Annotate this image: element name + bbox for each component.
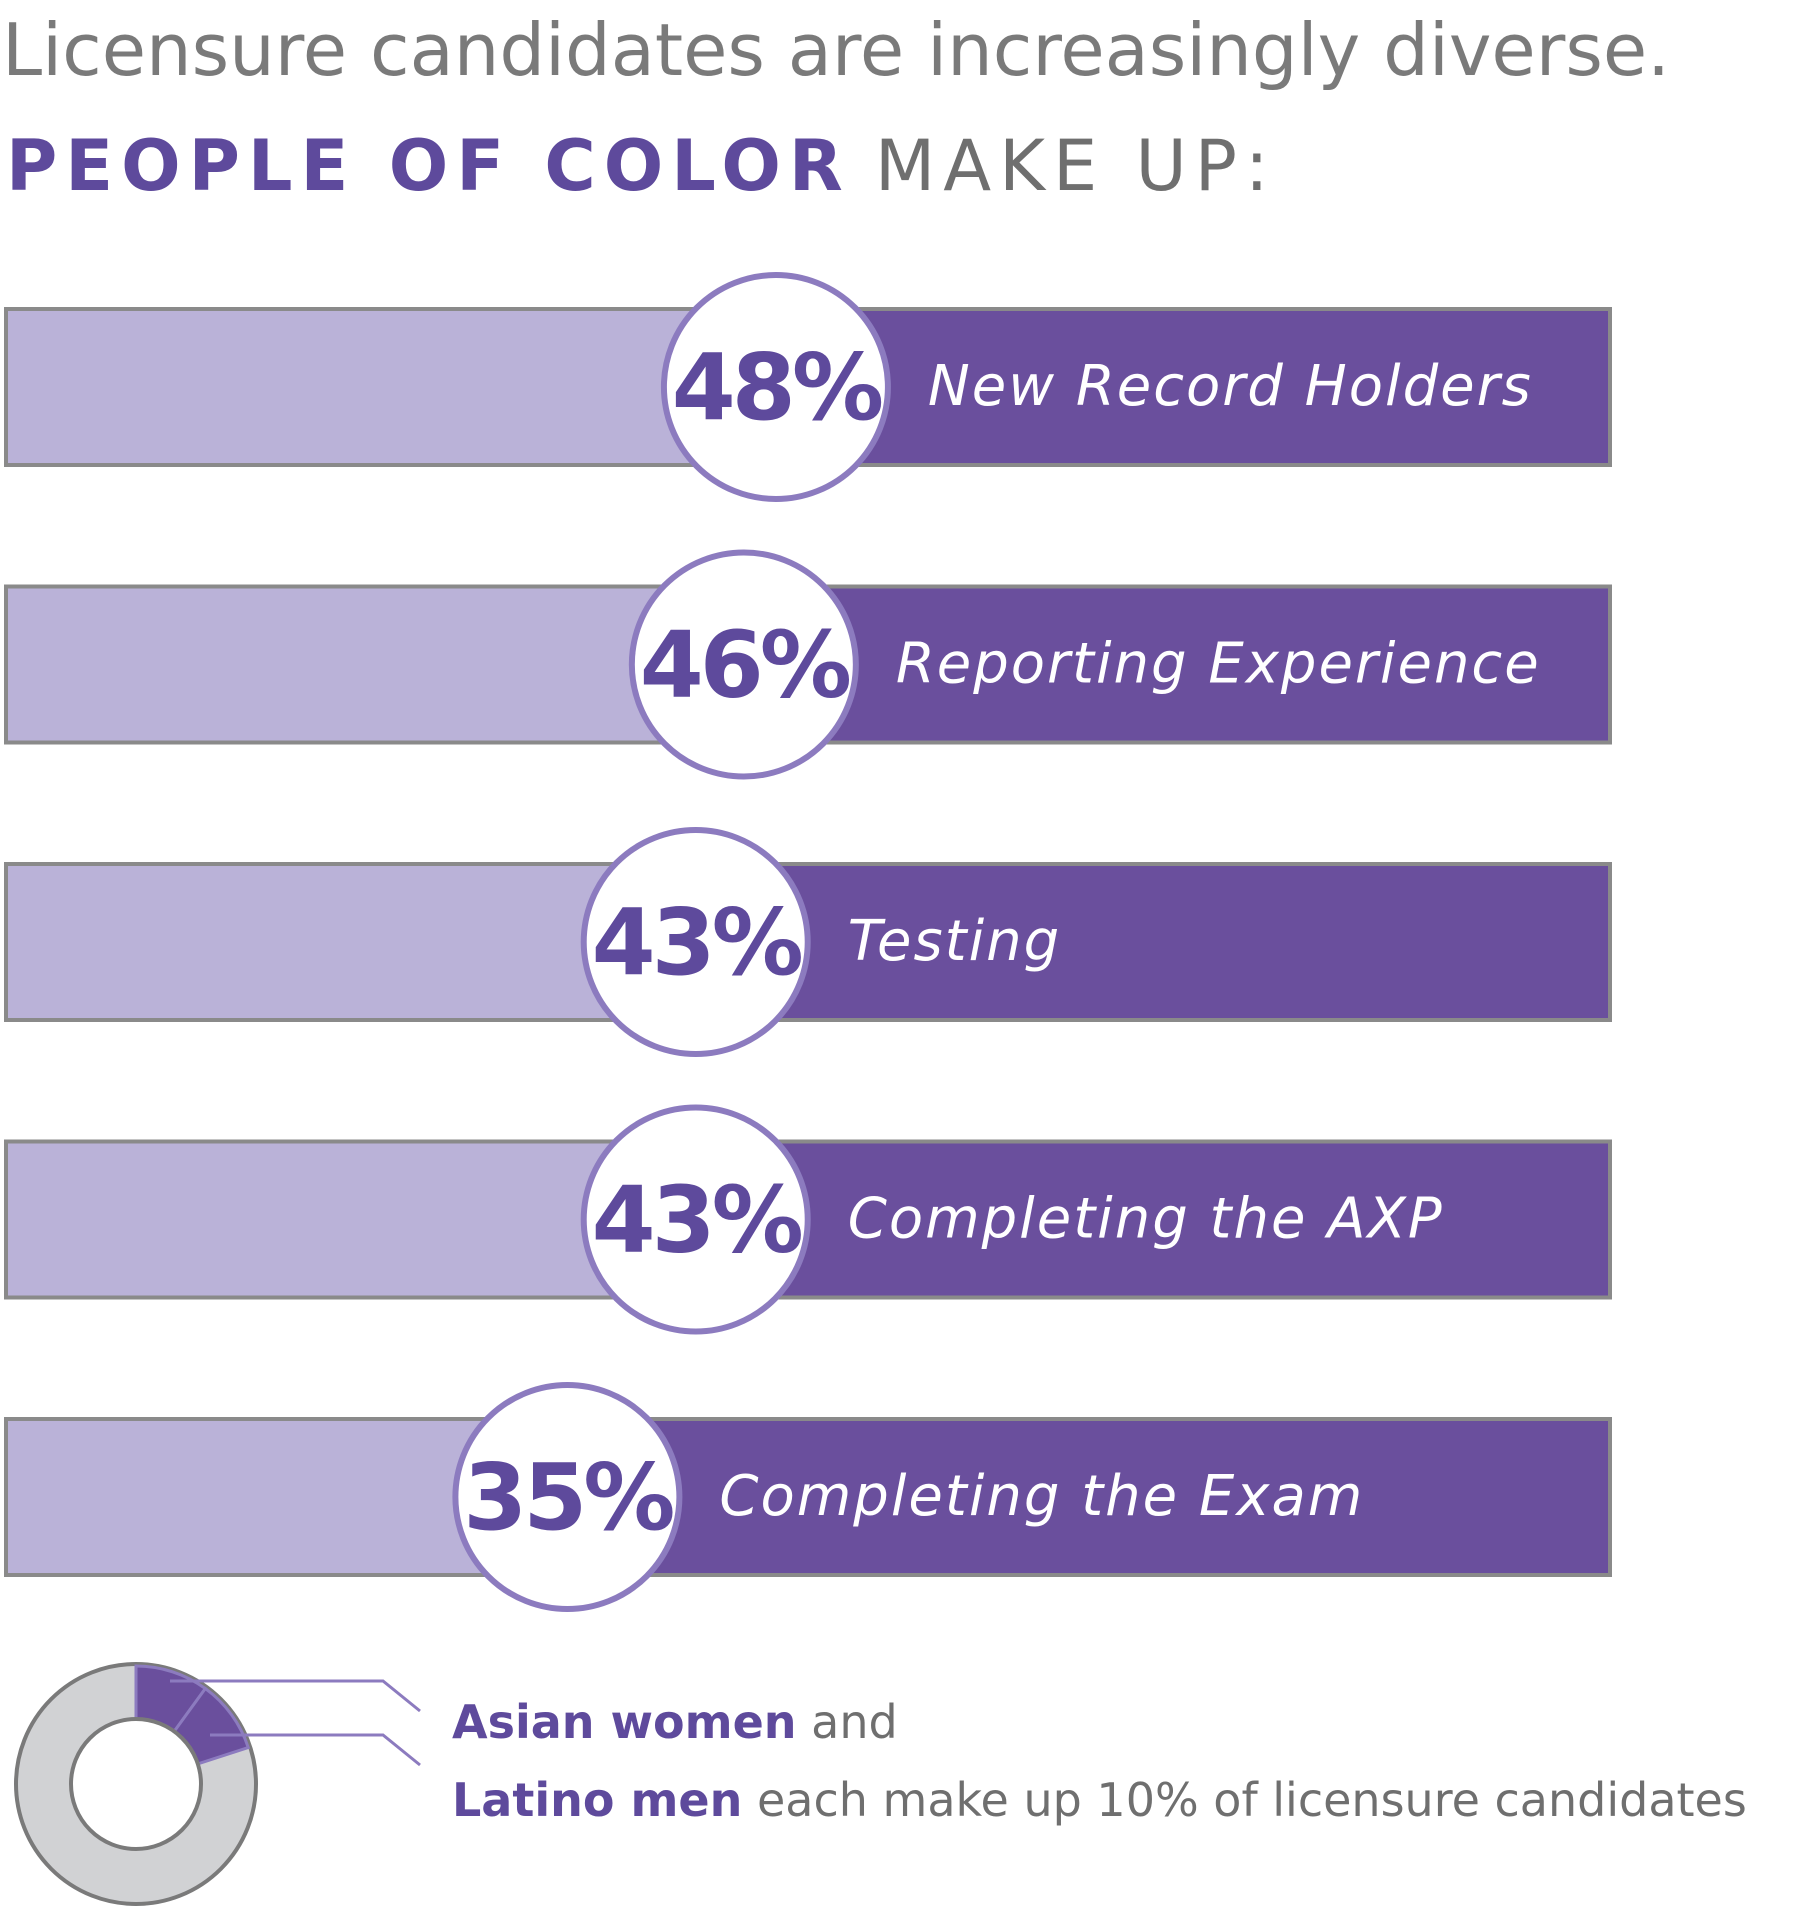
donut — [14, 1662, 258, 1906]
value-circle — [580, 827, 811, 1057]
leader-line — [210, 1733, 421, 1767]
subtitle-rest: MAKE UP: — [875, 125, 1277, 207]
bar-group: 48% New Record Holders 46% Reporting Experi… — [4, 272, 1612, 1612]
category-label: Testing — [848, 909, 1061, 974]
category-label: Completing the AXP — [848, 1187, 1444, 1252]
value-circle — [580, 1104, 811, 1335]
donut-line-2: Latino men each make up 10% of licensure… — [452, 1773, 1747, 1827]
value-circle — [660, 272, 891, 502]
note: each make up 10% of licensure candidates — [757, 1773, 1747, 1827]
donut-line-1: Asian women and — [452, 1695, 898, 1749]
category-label: New Record Holders — [928, 354, 1533, 419]
value-label: 48% — [672, 334, 882, 441]
title: Licensure candidates are increasingly di… — [2, 8, 1670, 92]
subtitle-highlight: PEOPLE OF COLOR — [6, 125, 851, 207]
category-label: Asian women — [452, 1695, 797, 1749]
bar — [4, 307, 778, 467]
leader-line — [170, 1679, 421, 1713]
connector: and — [811, 1695, 898, 1749]
subtitle: PEOPLE OF COLOR MAKE UP: — [6, 125, 1277, 207]
category-label: Latino men — [452, 1773, 742, 1827]
bar — [4, 584, 746, 745]
category-label: Reporting Experience — [896, 632, 1541, 697]
value-label: 43% — [592, 889, 802, 996]
value-circle — [452, 1382, 683, 1612]
donut-hole — [69, 1717, 203, 1851]
value-label: 35% — [463, 1444, 673, 1551]
value-label: 43% — [592, 1167, 802, 1274]
category-label: Completing the Exam — [719, 1464, 1364, 1529]
value-circle — [628, 549, 859, 780]
value-label: 46% — [640, 612, 850, 719]
